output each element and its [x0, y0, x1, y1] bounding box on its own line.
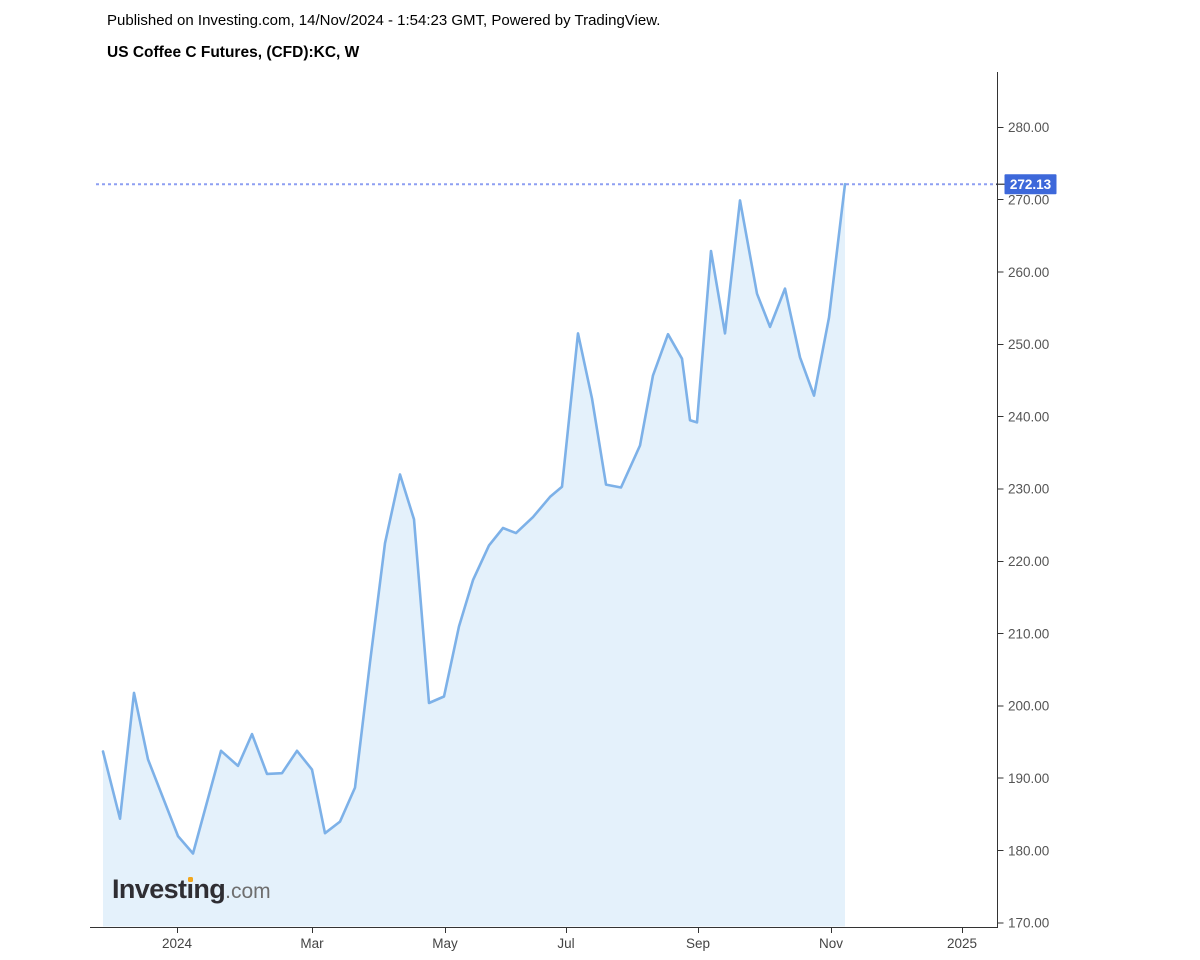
chart-title: US Coffee C Futures, (CFD):KC, W [107, 44, 360, 61]
y-axis-label: 190.00 [1008, 771, 1049, 786]
chart-header: Published on Investing.com, 14/Nov/2024 … [107, 12, 660, 62]
axes [90, 72, 998, 928]
x-axis-label: 2024 [162, 936, 193, 951]
watermark-orange-dot-i: ı [186, 874, 194, 904]
y-axis-label: 240.00 [1008, 409, 1049, 424]
y-axis-label: 280.00 [1008, 120, 1049, 135]
x-axis-label: May [432, 936, 458, 951]
last-price-badge: 272.13 [996, 174, 1057, 195]
published-line: Published on Investing.com, 14/Nov/2024 … [107, 12, 661, 29]
x-axis-label: Sep [686, 936, 710, 951]
y-axis-label: 170.00 [1008, 916, 1049, 931]
watermark-wordmark: Investıng [112, 874, 226, 904]
y-axis-label: 210.00 [1008, 626, 1049, 641]
y-axis: 170.00 180.00 190.00 200.00 210.00 220.00 230.… [997, 120, 1049, 931]
y-axis-label: 260.00 [1008, 265, 1049, 280]
x-axis-label: Nov [819, 936, 843, 951]
y-axis-label: 250.00 [1008, 337, 1049, 352]
y-axis-label: 220.00 [1008, 554, 1049, 569]
last-price-badge-bg [1004, 174, 1057, 195]
price-area-fill [103, 184, 845, 927]
x-axis: 2024 Mar May Jul Sep Nov 2025 [162, 927, 977, 951]
x-axis-label: Mar [300, 936, 324, 951]
y-axis-label: 180.00 [1008, 843, 1049, 858]
watermark-part1: Invest [112, 874, 187, 904]
last-price-badge-value: 272.13 [1010, 177, 1052, 192]
x-axis-label: Jul [557, 936, 574, 951]
x-axis-label: 2025 [947, 936, 977, 951]
y-axis-label: 200.00 [1008, 699, 1049, 714]
y-axis-label: 270.00 [1008, 192, 1049, 207]
watermark-com: .com [225, 880, 271, 903]
price-line [101, 182, 847, 855]
y-axis-label: 230.00 [1008, 482, 1049, 497]
investing-watermark: Investıng.com [112, 874, 271, 909]
watermark-part2: ng [193, 874, 226, 904]
